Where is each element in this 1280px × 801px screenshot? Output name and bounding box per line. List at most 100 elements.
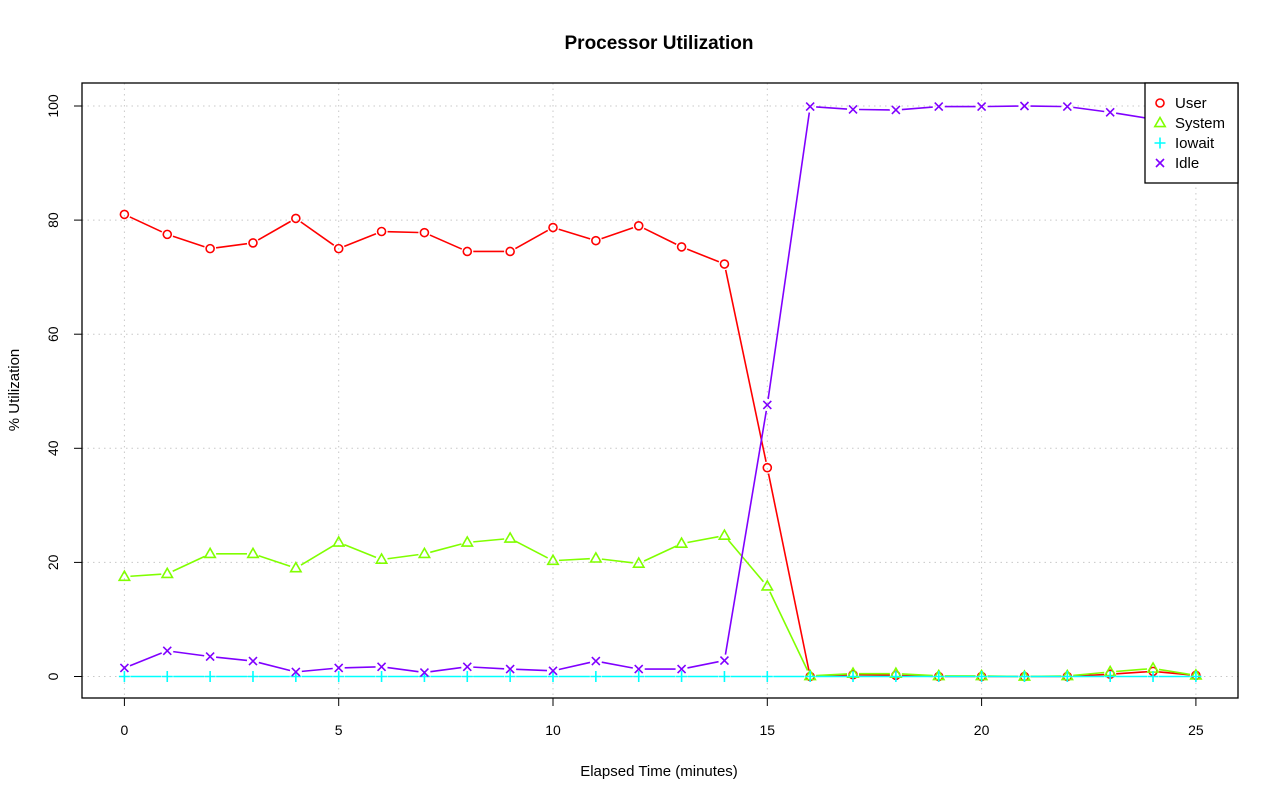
series-segment-system [816, 673, 848, 677]
data-point-user [505, 246, 515, 257]
series-segment-system [1116, 668, 1148, 673]
series-segment-user [129, 216, 163, 233]
series-segment-user [601, 227, 634, 240]
legend-label-iowait: Iowait [1175, 135, 1215, 152]
data-point-iowait [590, 671, 602, 682]
y-axis-label: % Utilization [6, 349, 23, 432]
data-point-iowait [1018, 671, 1030, 682]
data-point-system [289, 560, 303, 573]
data-point-user [591, 235, 601, 246]
data-point-idle [719, 655, 730, 666]
y-tick-label: 80 [45, 212, 61, 228]
series-segment-system [687, 535, 719, 544]
data-point-system [546, 553, 560, 566]
series-segment-system [430, 543, 462, 554]
series-segment-system [1158, 668, 1191, 676]
series-iowait [118, 671, 1202, 682]
x-tick-label: 20 [974, 722, 990, 738]
data-point-iowait [718, 671, 730, 682]
series-segment-system [1073, 671, 1105, 677]
series-segment-system [300, 544, 334, 566]
data-point-iowait [376, 671, 388, 682]
data-point-system [160, 566, 174, 579]
data-point-system [117, 569, 131, 582]
data-point-iowait [1190, 671, 1202, 682]
series-segment-system [558, 557, 590, 562]
data-point-idle [891, 105, 901, 115]
series-segment-user [767, 473, 810, 671]
data-point-user [333, 243, 344, 254]
series-segment-user [300, 221, 335, 246]
x-axis: 0 5 10 15 20 25 [121, 697, 1204, 738]
series-segment-system [473, 538, 505, 543]
data-point-system [632, 556, 646, 568]
data-point-idle [977, 102, 987, 112]
data-point-idle [548, 666, 558, 676]
x-tick-label: 10 [545, 722, 561, 738]
data-point-system [374, 552, 389, 564]
series-segment-system [258, 554, 291, 567]
series-segment-idle [301, 667, 333, 673]
data-point-iowait [847, 671, 859, 682]
legend-marker-iowait [1154, 137, 1166, 149]
data-point-iowait [118, 671, 130, 682]
data-point-iowait [1104, 671, 1116, 682]
data-point-iowait [247, 671, 259, 682]
data-point-iowait [890, 671, 902, 682]
data-point-iowait [1061, 671, 1073, 682]
series-segment-user [514, 229, 549, 250]
y-tick-label: 60 [45, 326, 61, 342]
data-point-idle [1019, 101, 1030, 111]
x-tick-label: 0 [121, 722, 129, 738]
series-idle [119, 101, 1201, 678]
series-user [119, 209, 1201, 682]
series-segment-system [601, 558, 633, 564]
series-segment-system [515, 540, 549, 559]
series-segment-user [387, 230, 419, 234]
series-segment-system [387, 553, 419, 560]
data-point-idle [162, 646, 172, 656]
data-point-idle [677, 664, 687, 674]
series-segment-idle [387, 666, 419, 673]
data-point-user [548, 222, 558, 233]
data-point-iowait [804, 671, 816, 682]
data-point-user [462, 246, 473, 257]
series-segment-idle [601, 661, 633, 669]
legend-label-system: System [1175, 115, 1225, 132]
data-point-iowait [204, 671, 216, 682]
plot-frame [81, 82, 1239, 699]
data-point-user [162, 229, 173, 240]
data-point-idle [1105, 107, 1115, 117]
data-point-idle [291, 667, 301, 677]
data-point-iowait [676, 671, 688, 682]
series-segment-user [1116, 670, 1148, 675]
data-point-user [248, 238, 258, 248]
data-point-iowait [161, 671, 173, 682]
data-point-user [719, 259, 730, 269]
series-segment-idle [516, 668, 548, 672]
series-segment-idle [344, 666, 376, 669]
series-segment-idle [558, 661, 591, 671]
data-point-system [717, 528, 732, 540]
x-axis-label: Elapsed Time (minutes) [580, 763, 738, 780]
series-segment-user [172, 235, 205, 248]
data-point-idle [591, 656, 601, 666]
x-tick-label: 15 [760, 722, 776, 738]
data-point-iowait [976, 671, 988, 682]
x-tick-label: 5 [335, 722, 343, 738]
legend-label-idle: Idle [1175, 155, 1199, 172]
legend-label-user: User [1175, 95, 1207, 112]
series-segment-system [901, 673, 933, 677]
y-tick-label: 0 [45, 672, 61, 680]
data-point-user [376, 226, 387, 237]
data-point-idle [334, 663, 344, 673]
series-segment-idle [129, 652, 162, 667]
data-point-idle [248, 656, 258, 666]
data-point-idle [805, 102, 815, 112]
data-point-system [503, 531, 517, 543]
data-point-iowait [504, 671, 516, 682]
series-segment-user [215, 242, 248, 249]
data-point-system [675, 536, 689, 548]
series-segment-system [769, 591, 809, 671]
